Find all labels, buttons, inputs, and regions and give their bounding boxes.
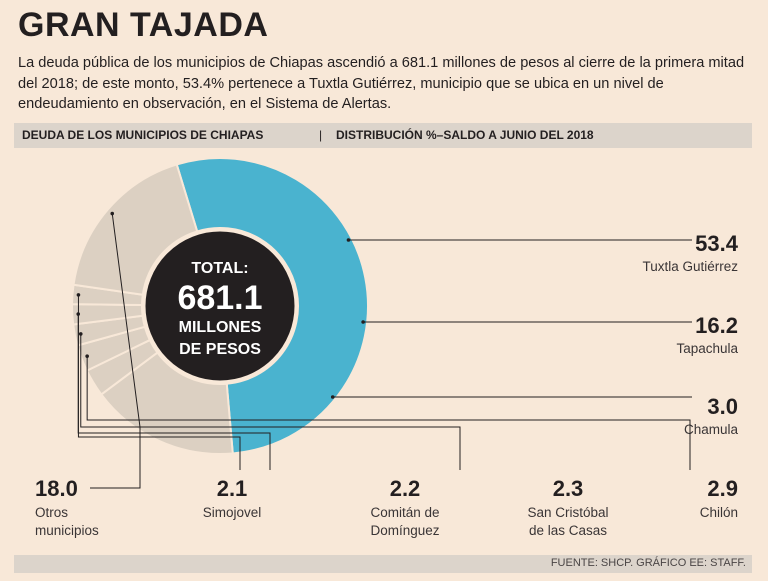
leader-chilon — [86, 356, 691, 470]
slice-otros-municipios — [72, 163, 199, 296]
center-total-value: 681.1 — [177, 279, 262, 317]
source-note: FUENTE: SHCP. GRÁFICO EE: STAFF. — [550, 557, 746, 569]
value-simojovel: 2.1 — [217, 476, 248, 501]
leader-dot-tuxtla-gutierrez — [346, 238, 351, 242]
intro-paragraph: La deuda pública de los municipios de Ch… — [18, 55, 745, 112]
leader-san-cristobal-de-las-casas — [80, 333, 461, 470]
label-chilon: Chilón — [700, 505, 738, 520]
value-otros-municipios: 18.0 — [35, 476, 78, 501]
label-otros-municipios: municipios — [35, 523, 99, 538]
leader-dot-tapachula — [361, 320, 365, 324]
label-tuxtla-gutierrez: Tuxtla Gutiérrez — [642, 259, 738, 274]
center-circle — [142, 228, 298, 384]
label-comitan-de-dominguez: Comitán de — [370, 505, 439, 520]
value-tapachula: 16.2 — [695, 313, 738, 338]
value-tuxtla-gutierrez: 53.4 — [695, 231, 739, 256]
label-san-cristobal-de-las-casas: de las Casas — [529, 523, 607, 538]
value-san-cristobal-de-las-casas: 2.3 — [553, 476, 584, 501]
value-chilon: 2.9 — [707, 476, 738, 501]
chart-subheader: DEUDA DE LOS MUNICIPIOS DE CHIAPAS | DIS… — [14, 123, 752, 148]
value-chamula: 3.0 — [707, 394, 738, 419]
center-total-label: TOTAL: — [191, 260, 248, 277]
footer-bar: FUENTE: SHCP. GRÁFICO EE: STAFF. — [14, 555, 752, 573]
leader-dot-otros-municipios — [110, 211, 115, 216]
value-comitan-de-dominguez: 2.2 — [390, 476, 421, 501]
page-title: GRAN TAJADA — [18, 6, 269, 44]
label-simojovel: Simojovel — [203, 505, 262, 520]
label-tapachula: Tapachula — [676, 341, 738, 356]
label-chamula: Chamula — [684, 422, 739, 437]
label-otros-municipios: Otros — [35, 505, 68, 520]
chart-subtitle: DISTRIBUCIÓN %–SALDO A JUNIO DEL 2018 — [336, 128, 594, 142]
leader-dot-chamula — [330, 395, 335, 399]
label-comitan-de-dominguez: Domínguez — [370, 523, 439, 538]
leader-otros-municipios — [90, 213, 141, 489]
subheader-separator: | — [319, 128, 323, 142]
center-unit-line2: DE PESOS — [179, 341, 261, 358]
center-unit-line1: MILLONES — [179, 319, 262, 336]
label-san-cristobal-de-las-casas: San Cristóbal — [527, 505, 608, 520]
slice-tuxtla-gutierrez — [175, 157, 369, 455]
leader-simojovel — [77, 294, 241, 470]
chart-title: DEUDA DE LOS MUNICIPIOS DE CHIAPAS — [22, 128, 264, 142]
